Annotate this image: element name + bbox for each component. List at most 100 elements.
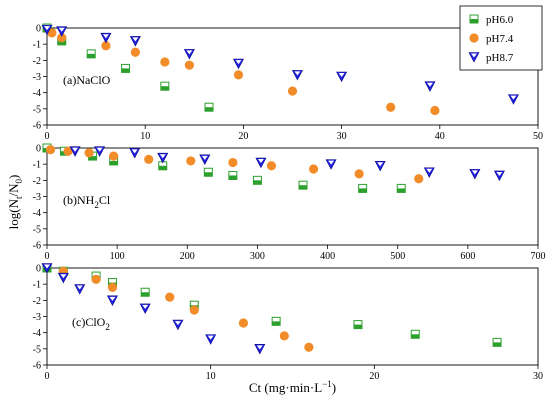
data-point xyxy=(287,86,298,96)
data-point-fill xyxy=(87,53,96,58)
y-tick-label: 0 xyxy=(36,24,41,35)
data-point-highlight xyxy=(109,296,116,301)
series-pH8.7 xyxy=(41,263,266,355)
x-tick-label: 0 xyxy=(45,131,50,142)
panel-label: (b)NH2Cl xyxy=(63,193,111,210)
y-tick-label: -6 xyxy=(33,241,41,252)
data-point xyxy=(354,169,364,179)
data-point xyxy=(184,60,194,70)
data-point-highlight xyxy=(131,149,138,154)
data-point-highlight xyxy=(256,345,263,350)
x-tick-label: 50 xyxy=(533,131,543,142)
data-point-fill xyxy=(205,107,214,112)
data-point xyxy=(45,145,56,155)
data-point-highlight xyxy=(58,27,65,32)
x-tick-label: 100 xyxy=(110,251,125,262)
data-point xyxy=(308,164,319,174)
x-tick-label: 400 xyxy=(320,251,335,262)
data-point-fill xyxy=(493,342,502,347)
y-tick-label: -2 xyxy=(33,176,41,187)
data-point xyxy=(186,156,196,166)
data-point-highlight xyxy=(257,159,264,164)
y-tick-label: -4 xyxy=(33,208,41,219)
data-point xyxy=(91,274,101,284)
legend-label: pH7.4 xyxy=(486,33,514,45)
y-tick-label: -4 xyxy=(33,328,41,339)
data-point-highlight xyxy=(44,264,50,269)
x-tick-label: 20 xyxy=(369,371,379,382)
series-pH7.4 xyxy=(45,145,424,184)
series-pH8.7 xyxy=(41,24,519,105)
y-tick-label: -5 xyxy=(33,104,41,115)
x-tick-label: 10 xyxy=(206,371,216,382)
data-point xyxy=(304,342,314,352)
data-point xyxy=(238,318,248,328)
data-point xyxy=(279,331,289,341)
panel-a: 0 -1 -2 -3 -4 -5 -6 0 10 20 30 40 50 (a)NaClO xyxy=(33,23,543,142)
x-tick-label: 10 xyxy=(140,131,150,142)
legend-marker-fill xyxy=(470,19,478,23)
data-point-highlight xyxy=(207,335,214,340)
series-pH6.0 xyxy=(42,23,214,112)
x-tick-label: 200 xyxy=(180,251,195,262)
data-point xyxy=(57,33,67,43)
legend-label: pH6.0 xyxy=(486,14,514,26)
data-point-highlight xyxy=(328,160,335,165)
data-point xyxy=(47,28,57,38)
data-point-highlight xyxy=(76,285,83,290)
y-tick-label: -1 xyxy=(33,160,41,171)
x-tick-label: 30 xyxy=(337,131,347,142)
data-point xyxy=(101,41,111,51)
data-point-highlight xyxy=(142,304,149,309)
data-point-fill xyxy=(88,156,97,161)
legend-label: pH8.7 xyxy=(486,52,514,64)
panel-label: (a)NaClO xyxy=(63,73,111,87)
data-point xyxy=(386,102,396,112)
data-point-fill xyxy=(353,324,362,329)
x-tick-label: 0 xyxy=(45,371,50,382)
legend-marker xyxy=(469,33,479,43)
data-point-fill xyxy=(228,175,237,180)
data-point-fill xyxy=(204,172,213,177)
y-tick-label: 0 xyxy=(36,264,41,275)
data-point-fill xyxy=(121,68,130,73)
data-point-highlight xyxy=(377,162,384,167)
data-point xyxy=(165,292,175,302)
plot-frame xyxy=(46,147,539,246)
y-tick-label: -3 xyxy=(33,192,41,203)
y-tick-label: 0 xyxy=(36,144,41,155)
y-tick-label: -1 xyxy=(33,280,41,291)
data-point-fill xyxy=(397,188,406,193)
y-tick-label: -2 xyxy=(33,296,41,307)
data-point-highlight xyxy=(174,321,181,326)
data-point-highlight xyxy=(159,154,166,159)
x-tick-label: 40 xyxy=(435,131,445,142)
data-point-highlight xyxy=(96,147,103,152)
data-point-highlight xyxy=(102,34,109,39)
series-pH7.4 xyxy=(47,28,440,116)
panel-c: 0 -1 -2 -3 -4 -5 -6 0 10 20 30 (c)ClO2 Ct (mg·min·L−… xyxy=(33,263,543,395)
plot-frame xyxy=(46,267,539,366)
x-tick-label: 300 xyxy=(250,251,265,262)
data-point-highlight xyxy=(338,73,345,77)
y-tick-label: -5 xyxy=(33,344,41,355)
data-point-fill xyxy=(299,185,308,190)
data-point-fill xyxy=(57,40,66,45)
y-tick-label: -3 xyxy=(33,72,41,83)
data-point xyxy=(233,70,244,80)
data-point-highlight xyxy=(186,50,193,55)
series-pH8.7 xyxy=(69,146,505,182)
data-point-highlight xyxy=(44,26,50,31)
series-pH7.4 xyxy=(58,266,314,352)
data-point xyxy=(84,148,94,158)
data-point-fill xyxy=(272,321,281,326)
data-point-fill xyxy=(411,334,420,339)
data-point xyxy=(144,154,154,164)
data-point-fill xyxy=(253,180,262,185)
y-tick-label: -3 xyxy=(33,312,41,323)
data-point-highlight xyxy=(496,171,503,176)
data-point-fill xyxy=(160,86,169,91)
data-point xyxy=(160,57,170,67)
data-point-fill xyxy=(109,160,118,165)
data-point-highlight xyxy=(60,274,67,279)
